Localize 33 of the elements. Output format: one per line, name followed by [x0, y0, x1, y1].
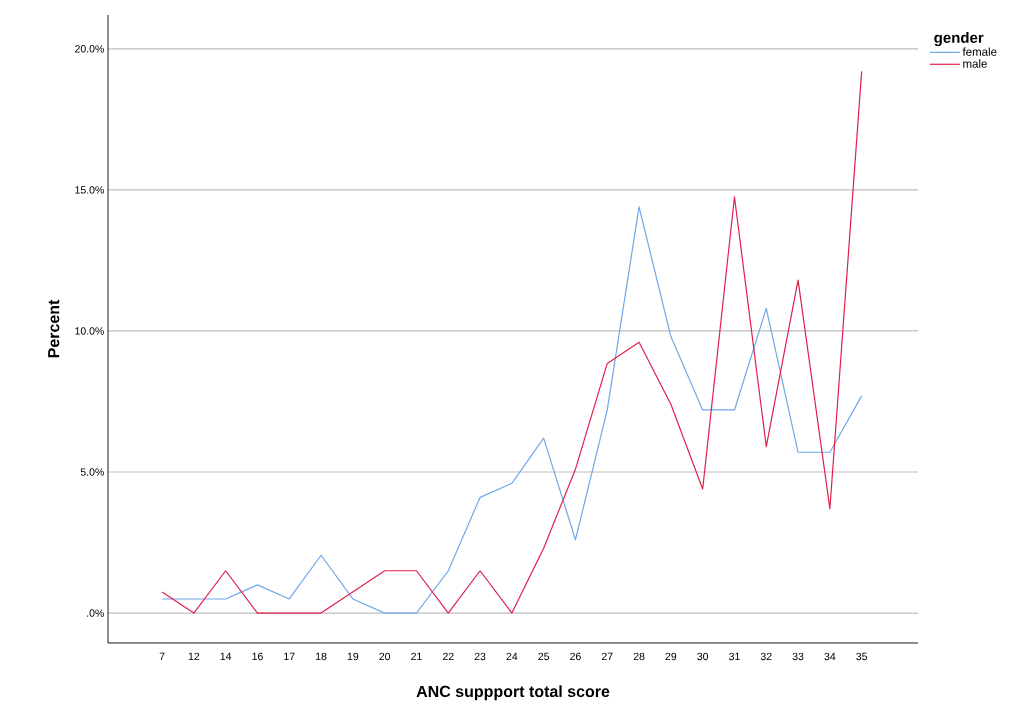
x-tick-label: 32 [760, 652, 772, 661]
x-tick-label: 35 [856, 652, 868, 661]
x-tick-label: 34 [824, 652, 836, 661]
y-tick-label: 5.0% [80, 468, 104, 476]
x-tick-label: 24 [506, 652, 518, 661]
y-tick-label: .0% [87, 609, 104, 617]
x-tick-label: 25 [538, 652, 550, 661]
x-axis-title: ANC suppport total score [416, 685, 610, 701]
x-tick-label: 29 [665, 652, 677, 661]
y-tick-label: 20.0% [75, 45, 104, 53]
x-tick-label: 31 [729, 652, 740, 661]
x-tick-label: 12 [188, 652, 200, 661]
legend-title: gender [934, 31, 984, 47]
legend-label: male [963, 59, 987, 68]
x-tick-label: 27 [601, 652, 613, 661]
x-tick-label: 22 [442, 652, 454, 661]
x-tick-label: 28 [633, 652, 645, 661]
x-tick-label: 23 [474, 652, 486, 661]
x-tick-label: 17 [284, 652, 295, 660]
x-tick-label: 20 [379, 652, 391, 661]
x-tick-label: 14 [220, 652, 232, 660]
x-tick-label: 16 [252, 652, 263, 661]
y-axis-title: Percent [48, 299, 60, 358]
x-tick-label: 18 [316, 652, 327, 661]
y-tick-label: 10.0% [75, 327, 104, 335]
x-tick-label: 21 [411, 652, 422, 661]
x-tick-label: 33 [792, 652, 804, 661]
x-tick-label: 19 [347, 652, 359, 661]
x-tick-label: 26 [570, 652, 581, 661]
y-tick-label: 15.0% [75, 186, 104, 194]
x-tick-label: 7 [159, 652, 165, 660]
x-tick-label: 30 [697, 652, 709, 661]
legend-label: female [962, 47, 997, 56]
